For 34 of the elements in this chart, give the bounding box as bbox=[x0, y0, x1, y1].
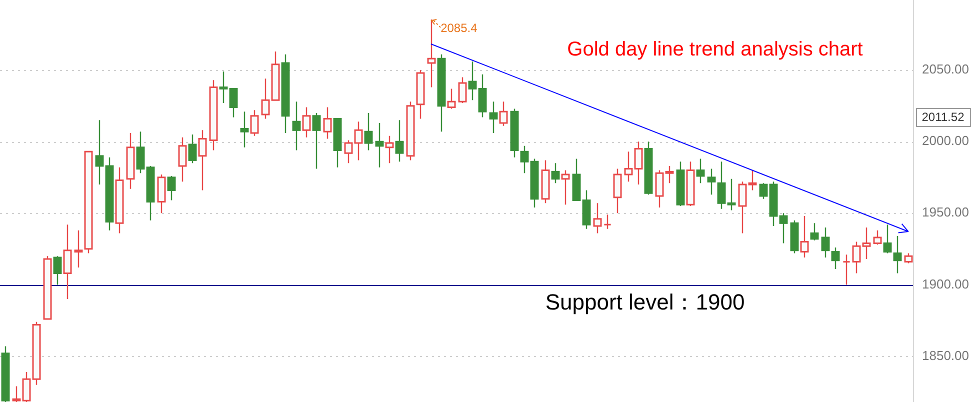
candlestick bbox=[551, 162, 560, 184]
candlestick bbox=[510, 108, 519, 158]
candlestick bbox=[821, 226, 830, 258]
candlestick bbox=[810, 222, 819, 241]
text: Gold day line trend analysis chart bbox=[567, 38, 864, 61]
candlestick bbox=[489, 100, 498, 134]
candlestick bbox=[437, 54, 446, 132]
y-tick-label: 1850.00 bbox=[922, 348, 969, 363]
candlestick bbox=[893, 235, 902, 274]
candlestick bbox=[696, 158, 705, 184]
y-tick-label: 1900.00 bbox=[922, 276, 969, 292]
candlestick bbox=[676, 161, 685, 207]
y-tick-label: 2000.00 bbox=[922, 133, 969, 148]
candlestick bbox=[375, 122, 384, 168]
text: 2011.52 bbox=[922, 110, 965, 124]
candlestick bbox=[364, 112, 373, 151]
y-tick-label: 2050.00 bbox=[922, 62, 969, 77]
candlestick bbox=[831, 246, 840, 270]
candlestick bbox=[312, 112, 321, 170]
candlestick bbox=[292, 100, 301, 151]
candlestick bbox=[240, 110, 249, 148]
candlestick bbox=[603, 214, 612, 230]
candlestick bbox=[883, 224, 892, 254]
candlestick bbox=[188, 134, 197, 164]
y-tick-label: 1950.00 bbox=[922, 204, 969, 220]
candlestick bbox=[53, 255, 62, 286]
candlestick bbox=[842, 254, 851, 286]
candlestick bbox=[167, 175, 176, 201]
candlestick bbox=[333, 118, 342, 168]
ref-line-label: Support level：1900 bbox=[545, 290, 745, 315]
candlestick bbox=[395, 120, 404, 162]
candlestick bbox=[707, 168, 716, 196]
candlestick bbox=[281, 54, 290, 134]
annotation: 2085.4 bbox=[440, 20, 478, 35]
